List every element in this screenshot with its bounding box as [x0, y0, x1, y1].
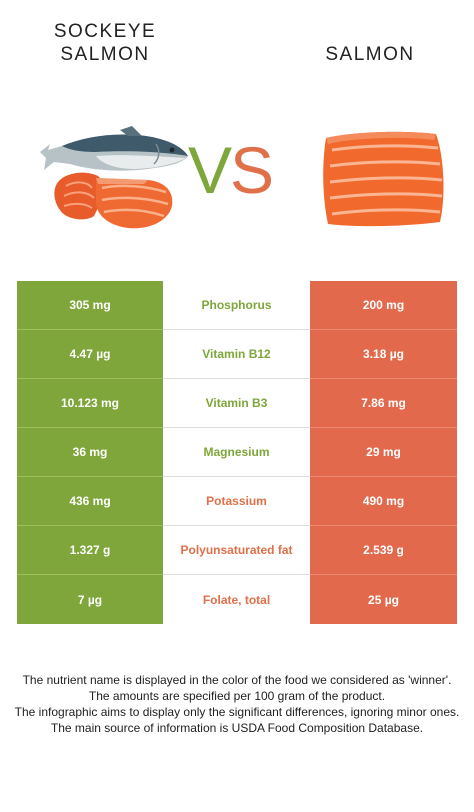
table-row: 7 µg Folate, total 25 µg — [17, 575, 457, 624]
table-row: 436 mg Potassium 490 mg — [17, 477, 457, 526]
table-row: 1.327 g Polyunsaturated fat 2.539 g — [17, 526, 457, 575]
right-value: 490 mg — [310, 477, 457, 526]
left-value: 305 mg — [17, 281, 163, 330]
nutrient-name: Folate, total — [163, 575, 310, 624]
nutrient-name: Polyunsaturated fat — [163, 526, 310, 575]
footer-notes: The nutrient name is displayed in the co… — [10, 672, 464, 736]
vs-s: S — [230, 133, 274, 207]
table-row: 36 mg Magnesium 29 mg — [17, 428, 457, 477]
vs-label: VS — [188, 133, 274, 207]
left-food-title-line2: SALMON — [60, 44, 150, 65]
nutrient-name: Magnesium — [163, 428, 310, 477]
sockeye-salmon-image — [40, 126, 188, 229]
right-value: 25 µg — [310, 575, 457, 624]
table-row: 305 mg Phosphorus 200 mg — [17, 281, 457, 330]
nutrient-name: Vitamin B3 — [163, 379, 310, 428]
left-value: 7 µg — [17, 575, 163, 624]
right-food-title: SALMON — [325, 44, 415, 65]
footer-line: The nutrient name is displayed in the co… — [22, 673, 452, 687]
right-value: 7.86 mg — [310, 379, 457, 428]
vs-v: V — [188, 133, 232, 207]
right-value: 2.539 g — [310, 526, 457, 575]
nutrient-name: Phosphorus — [163, 281, 310, 330]
left-value: 1.327 g — [17, 526, 163, 575]
nutrient-name: Potassium — [163, 477, 310, 526]
left-value: 10.123 mg — [17, 379, 163, 428]
left-food-title: SOCKEYE SALMON — [30, 20, 180, 66]
left-value: 4.47 µg — [17, 330, 163, 379]
left-value: 36 mg — [17, 428, 163, 477]
right-value: 3.18 µg — [310, 330, 457, 379]
comparison-table: 305 mg Phosphorus 200 mg 4.47 µg Vitamin… — [17, 281, 457, 624]
table-row: 4.47 µg Vitamin B12 3.18 µg — [17, 330, 457, 379]
left-food-title-line1: SOCKEYE — [53, 21, 157, 42]
right-value: 29 mg — [310, 428, 457, 477]
footer-line: The main source of information is USDA F… — [50, 721, 424, 735]
nutrient-name: Vitamin B12 — [163, 330, 310, 379]
salmon-image — [323, 131, 444, 227]
table-row: 10.123 mg Vitamin B3 7.86 mg — [17, 379, 457, 428]
right-value: 200 mg — [310, 281, 457, 330]
footer-line: The amounts are specified per 100 gram o… — [88, 689, 386, 703]
left-value: 436 mg — [17, 477, 163, 526]
footer-line: The infographic aims to display only the… — [14, 705, 460, 719]
